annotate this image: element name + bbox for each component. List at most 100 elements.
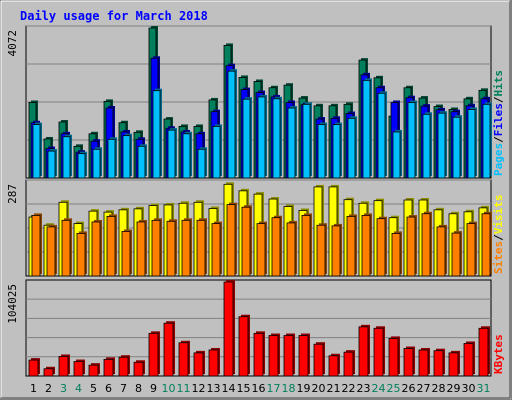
bar-kbytes-day-15-face [238, 316, 249, 377]
bar-kbytes-day-27-face [418, 349, 429, 377]
day-label-11: 11 [177, 382, 191, 395]
bar-kbytes-day-30 [463, 341, 475, 377]
bar-kbytes-day-18 [283, 333, 295, 377]
bar-kbytes-day-16 [253, 331, 265, 377]
legend-entry: Files [492, 103, 505, 136]
bar-sites-day-8-face [136, 221, 146, 277]
panel-top-legend: Pages/Files/Hits [492, 70, 505, 176]
bar-pages-day-19-face [302, 103, 311, 179]
legend-entry: Visits [492, 195, 505, 235]
bar-kbytes-day-11-face [178, 342, 189, 377]
bar-kbytes-day-3-face [58, 356, 69, 377]
bar-sites-day-23-face [361, 215, 371, 277]
day-label-3: 3 [60, 382, 67, 395]
bar-sites-day-30-face [466, 223, 476, 277]
bar-pages-day-6-face [107, 138, 116, 179]
bar-pages-day-31 [482, 102, 492, 179]
bar-kbytes-day-9 [148, 331, 160, 377]
bar-kbytes-day-28-face [433, 350, 444, 377]
bar-kbytes-day-30-face [463, 343, 474, 377]
bar-kbytes-day-22 [343, 350, 355, 377]
legend-entry: Hits [492, 70, 505, 97]
bar-pages-day-18 [287, 106, 297, 179]
day-label-23: 23 [357, 382, 371, 395]
bar-kbytes-day-20 [313, 342, 325, 377]
bar-sites-day-11-face [181, 219, 191, 277]
bar-sites-day-6-face [106, 215, 116, 277]
bar-sites-day-22 [346, 214, 357, 277]
bar-pages-day-5-face [92, 148, 101, 179]
bar-sites-day-10 [166, 219, 177, 277]
bar-sites-day-31 [481, 211, 492, 277]
bar-pages-day-4 [77, 151, 87, 179]
bar-pages-day-25-face [392, 131, 401, 179]
bar-sites-day-20-face [316, 224, 326, 277]
bar-sites-day-8 [136, 219, 147, 277]
bar-sites-day-6 [106, 214, 117, 277]
bar-pages-day-3 [62, 134, 72, 179]
bar-pages-day-7-face [122, 135, 131, 179]
bar-kbytes-day-26 [403, 346, 415, 377]
bar-pages-day-21 [332, 122, 342, 179]
bar-kbytes-day-4 [73, 359, 85, 377]
panel-bot-legend: KBytes [492, 334, 505, 374]
bar-kbytes-day-3 [58, 354, 70, 377]
bar-sites-day-29 [451, 231, 462, 277]
bar-sites-day-5-face [91, 221, 101, 277]
day-label-6: 6 [105, 382, 112, 395]
bar-kbytes-day-7-face [118, 356, 129, 377]
bar-sites-day-3-face [61, 219, 71, 277]
day-label-1: 1 [30, 382, 37, 395]
day-label-14: 14 [222, 382, 236, 395]
bar-sites-day-22-face [346, 215, 356, 277]
bar-pages-day-23-face [362, 79, 371, 179]
day-label-15: 15 [237, 382, 251, 395]
bar-pages-day-27-face [422, 113, 431, 179]
chart-title: Daily usage for March 2018 [20, 9, 208, 23]
bar-sites-day-25 [391, 231, 402, 277]
day-label-26: 26 [402, 382, 416, 395]
bar-sites-day-4-face [76, 233, 86, 277]
bar-kbytes-day-2 [43, 366, 55, 377]
bar-sites-day-2 [46, 224, 57, 277]
bar-sites-day-12 [196, 218, 207, 277]
bar-pages-day-21-face [332, 124, 341, 179]
bar-sites-day-28-face [436, 226, 446, 277]
bar-pages-day-11-face [182, 133, 191, 179]
bar-pages-day-31-face [482, 103, 491, 179]
bar-kbytes-day-29 [448, 350, 460, 377]
day-label-17: 17 [267, 382, 281, 395]
panel-mid: 287 Sites/Visits [6, 179, 505, 277]
bar-kbytes-day-5-face [88, 364, 99, 377]
bar-pages-day-24-face [377, 92, 386, 179]
bar-kbytes-day-1-face [28, 359, 39, 377]
bar-kbytes-day-25-face [388, 337, 399, 377]
bar-sites-day-31-face [481, 213, 491, 277]
bar-kbytes-day-17-face [268, 335, 279, 377]
bar-sites-day-29-face [451, 232, 461, 277]
bar-kbytes-day-19 [298, 333, 310, 377]
bar-sites-day-27-face [421, 213, 431, 277]
bar-kbytes-day-24-face [373, 327, 384, 377]
bar-sites-day-12-face [196, 219, 206, 277]
bar-pages-day-27 [422, 112, 432, 179]
bar-kbytes-day-12 [193, 350, 205, 377]
bar-sites-day-4 [76, 231, 87, 277]
bar-kbytes-day-21-face [328, 355, 339, 377]
bar-kbytes-day-27 [418, 347, 430, 377]
day-label-7: 7 [120, 382, 127, 395]
bar-kbytes-day-23-face [358, 326, 369, 377]
bar-pages-day-17 [272, 96, 282, 179]
bar-sites-day-24 [376, 216, 387, 277]
legend-entry: / [492, 234, 505, 241]
bar-pages-day-28 [437, 111, 447, 179]
bar-sites-day-7-face [121, 231, 131, 277]
bar-sites-day-26 [406, 215, 417, 277]
bar-kbytes-day-6 [103, 357, 115, 377]
bar-pages-day-9-face [152, 90, 161, 179]
bar-kbytes-day-12-face [193, 352, 204, 377]
bar-kbytes-day-4-face [73, 361, 84, 377]
bar-sites-day-19-face [301, 215, 311, 277]
